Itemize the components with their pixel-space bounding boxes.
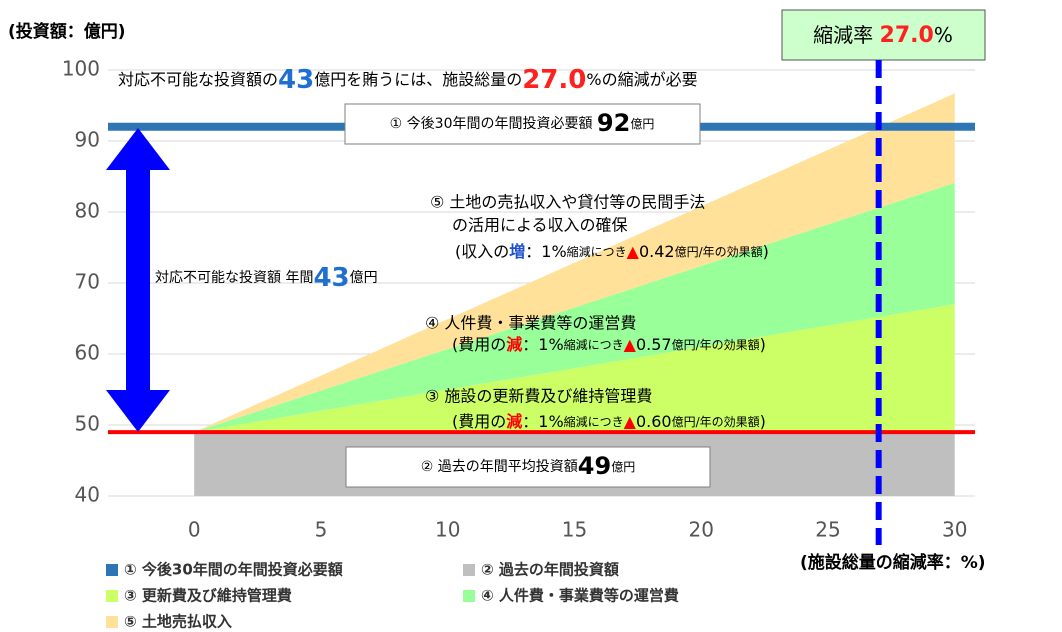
x-tick-label: 30	[942, 518, 967, 542]
legend-label: ④ 人件費・事業費等の運営費	[481, 587, 679, 605]
area-segment	[194, 304, 955, 433]
y-tick-label: 80	[75, 199, 100, 223]
box1-text: ① 今後30年間の年間投資必要額 92億円	[390, 109, 655, 137]
legend-label: ① 今後30年間の年間投資必要額	[124, 561, 343, 579]
note3-line2: (費用の減：1%縮減につき▲0.60億円/年の効果額)	[452, 412, 766, 431]
reduction-box	[781, 9, 986, 61]
legend-label: ⑤ 土地売払収入	[124, 613, 232, 631]
legend-label: ③ 更新費及び維持管理費	[124, 587, 292, 605]
y-axis-label: (投資額：億円)	[8, 21, 126, 42]
legend-swatch	[106, 564, 118, 576]
reduction-text: 縮減率 27.0%	[813, 23, 953, 49]
note3-line1: ③ 施設の更新費及び維持管理費	[425, 387, 652, 406]
box1	[344, 103, 701, 145]
note5-line2: の活用による収入の確保	[452, 216, 628, 235]
headline: 対応不可能な投資額の43億円を賄うには、施設総量の27.0%の縮減が必要	[118, 65, 698, 95]
y-tick-label: 50	[75, 412, 100, 436]
note4-line1: ④ 人件費・事業費等の運営費	[425, 314, 636, 333]
arrow-note: 対応不可能な投資額 年間43億円	[155, 263, 378, 293]
y-tick-label: 100	[62, 57, 100, 81]
note5-line3: (収入の増：1%縮減につき▲0.42億円/年の効果額)	[455, 242, 769, 261]
y-tick-label: 40	[75, 483, 100, 507]
area-segment	[194, 93, 955, 433]
box2-text: ② 過去の年間平均投資額49億円	[421, 452, 635, 480]
double-arrow	[106, 128, 170, 432]
x-tick-label: 25	[815, 518, 840, 542]
x-tick-label: 5	[315, 518, 328, 542]
note4-line2: (費用の減：1%縮減につき▲0.57億円/年の効果額)	[452, 335, 766, 354]
legend-label: ② 過去の年間投資額	[481, 561, 619, 579]
legend-swatch	[463, 590, 475, 602]
legend-swatch	[106, 616, 118, 628]
y-tick-label: 90	[75, 128, 100, 152]
y-tick-label: 60	[75, 341, 100, 365]
x-tick-label: 0	[188, 518, 201, 542]
x-tick-label: 10	[435, 518, 460, 542]
y-tick-label: 70	[75, 270, 100, 294]
legend-swatch	[106, 590, 118, 602]
x-tick-label: 20	[688, 518, 713, 542]
x-axis-label: (施設総量の縮減率：%)	[800, 552, 986, 573]
x-tick-label: 15	[562, 518, 587, 542]
box2	[345, 446, 711, 488]
legend-swatch	[463, 564, 475, 576]
note5-line1: ⑤ 土地の売払収入や貸付等の民間手法	[430, 193, 705, 212]
